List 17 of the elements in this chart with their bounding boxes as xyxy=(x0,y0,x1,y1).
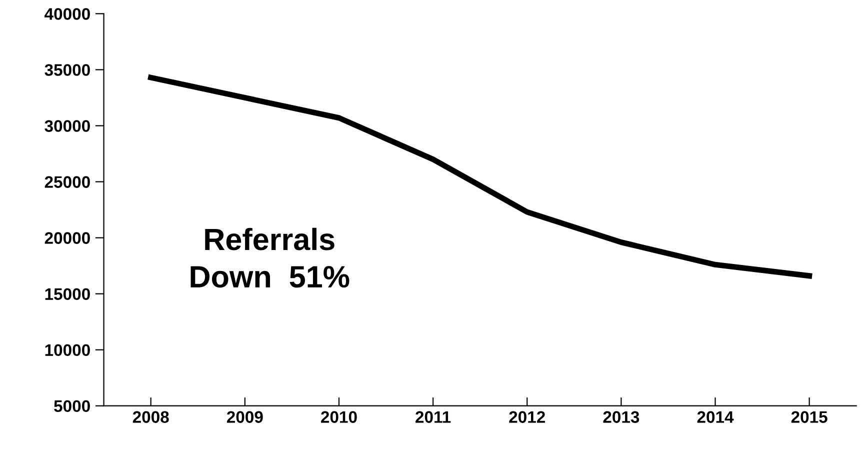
x-tick-label: 2013 xyxy=(603,411,640,423)
x-tick-label: 2010 xyxy=(321,411,357,423)
y-tick-label: 30000 xyxy=(44,120,90,132)
y-tick-label: 35000 xyxy=(44,64,90,76)
x-tick-label: 2008 xyxy=(132,411,169,423)
x-tick-label: 2014 xyxy=(697,411,734,423)
x-tick-label: 2015 xyxy=(791,411,828,423)
y-tick-label: 10000 xyxy=(45,344,90,356)
x-tick-label: 2011 xyxy=(416,411,451,423)
annotation: Referrals Down 51% xyxy=(190,228,350,288)
y-tick-label: 20000 xyxy=(44,232,90,244)
y-tick-label: 15000 xyxy=(45,288,90,300)
y-tick-label: 40000 xyxy=(44,8,90,20)
x-tick-label: 2009 xyxy=(226,411,263,423)
y-tick-label: 25000 xyxy=(44,176,90,188)
y-tick-label: 5000 xyxy=(54,400,90,412)
x-tick-label: 2012 xyxy=(509,411,545,423)
